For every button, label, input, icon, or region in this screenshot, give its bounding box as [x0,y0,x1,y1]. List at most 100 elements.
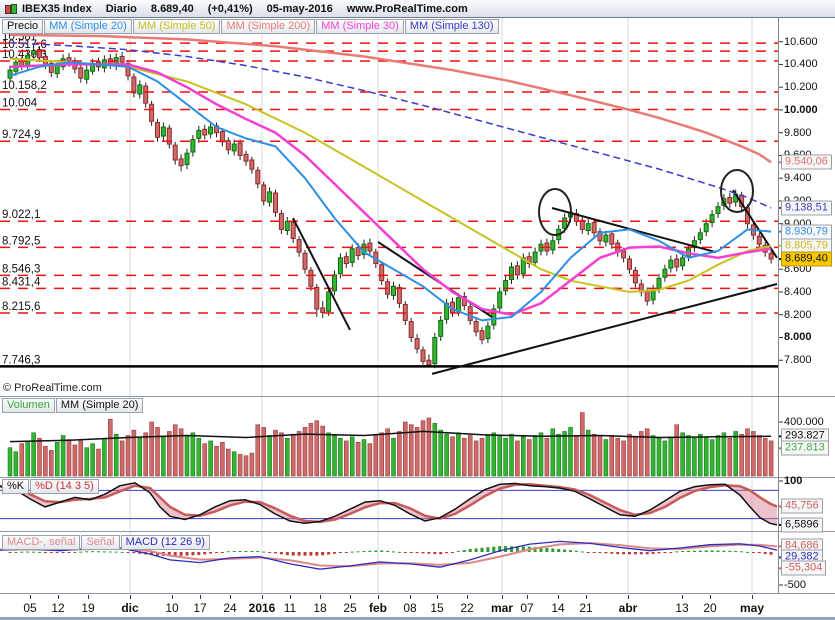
volume-bar [521,436,526,477]
stochastic-legend-chip-item1[interactable]: %D (14 3 5) [30,479,99,494]
volume-bar [503,437,508,477]
price-axis-tick: 9.800 [784,126,812,139]
price-axis-badge: 8.689,40 [781,251,832,267]
volume-bar [308,423,314,477]
macd-histogram-bar [79,551,83,553]
volume-bar [125,435,131,477]
price-legend-chip-main[interactable]: Precio [2,19,44,34]
volume-bar [96,448,101,477]
price-legend-chip-item5[interactable]: MM (Simple 130) [404,19,499,34]
volume-bar [485,435,491,477]
stochastic-axis-badge: 6,5896 [781,517,823,533]
site-link[interactable]: www.ProRealTime.com [346,2,468,15]
volume-bar [526,439,532,477]
macd-legend-chip-item2[interactable]: MACD (12 26 9) [120,535,211,550]
timeframe-label[interactable]: Diario [105,2,137,15]
candle-body [597,231,603,242]
price-legend-chip-item4[interactable]: MM (Simple 30) [316,19,404,34]
candle-body [231,143,237,152]
volume-legend-chip-item1[interactable]: MM (Simple 20) [55,398,144,413]
volume-bar [296,431,302,477]
ellipse-annotation [538,188,572,236]
macd-histogram-bar [49,552,53,553]
price-legend-chip-item3[interactable]: MM (Simple 200) [221,19,316,34]
price-legend-chip-item1[interactable]: MM (Simple 20) [44,19,132,34]
candle-body [178,158,184,167]
macd-histogram-bar [645,552,649,555]
candle-body [37,49,42,59]
level-label: 8.546,3 [2,263,40,275]
time-axis-tick-mark [130,595,131,599]
level-label: 8.431,4 [2,276,41,288]
volume-bar [320,425,325,477]
time-axis-tick-mark [682,595,683,599]
volume-bar [650,435,656,477]
panel-separator[interactable] [0,396,835,397]
macd-histogram-bar [409,552,413,553]
volume-bar [615,437,620,477]
volume-bar [102,437,107,477]
volume-bar [414,427,420,477]
volume-bar [172,424,178,477]
candle-body [414,338,420,350]
time-axis-label: 18 [313,601,327,615]
macd-histogram-bar [545,548,549,552]
macd-histogram-bar [67,552,71,553]
volume-bar [226,448,231,477]
level-label: 8.215,6 [2,301,40,313]
time-axis-label: 19 [81,601,95,615]
macd-histogram-bar [374,550,378,552]
candle-body [119,55,125,63]
macd-histogram-bar [692,550,696,552]
panel-separator[interactable] [0,531,835,532]
volume-bar [267,435,272,477]
macd-histogram-bar [722,550,726,552]
volume-bar [568,427,573,477]
macd-legend-chip-main[interactable]: MACD-, señal [2,535,81,550]
time-axis-tick-mark [378,595,379,599]
candle-body [627,258,632,270]
time-axis-tick-mark [58,595,59,599]
candle-body [396,286,402,304]
mm200-line [9,33,772,164]
volume-bar [627,433,632,477]
candle-body [143,85,149,104]
level-label: 8.792,5 [2,235,40,247]
volume-bar [314,420,320,477]
volume-bar [355,441,361,477]
macd-histogram-bar [309,552,313,556]
macd-histogram-bar [8,552,12,553]
volume-legend-chip-main[interactable]: Volumen [2,398,55,413]
candle-body [432,336,438,365]
volume-bar [420,420,426,477]
volume-bar [721,432,727,477]
macd-line [0,540,778,570]
macd-legend-chip-item1[interactable]: Señal [81,535,120,550]
macd-histogram-bar [657,552,661,554]
candle-body [355,247,361,257]
volume-bar [361,439,367,477]
panel-separator[interactable] [0,477,835,478]
volume-bar [367,443,373,477]
time-axis[interactable] [0,594,835,617]
volume-bar [279,432,284,477]
candle-body [485,325,491,340]
level-label: 10.004 [2,97,38,109]
candle-body [160,126,166,137]
price-legend-chip-item2[interactable]: MM (Simple 50) [132,19,221,34]
volume-bar [509,433,514,477]
volume-bar [37,437,42,477]
price-axis-tick: 10.600 [784,35,818,48]
volume-bar [84,447,89,477]
title-bar: IBEX35 Index Diario 8.689,40 (+0,41%) 05… [0,0,835,18]
macd-histogram-bar [710,550,714,552]
macd-histogram-bar [468,549,472,552]
level-label: 9.724,9 [2,129,40,141]
time-axis-tick-mark [262,595,263,599]
volume-bar [538,432,544,477]
stochastic-legend-chip-main[interactable]: %K [2,479,30,494]
volume-bar [119,440,125,477]
volume-bar [633,436,638,477]
macd-histogram-bar [344,552,348,553]
